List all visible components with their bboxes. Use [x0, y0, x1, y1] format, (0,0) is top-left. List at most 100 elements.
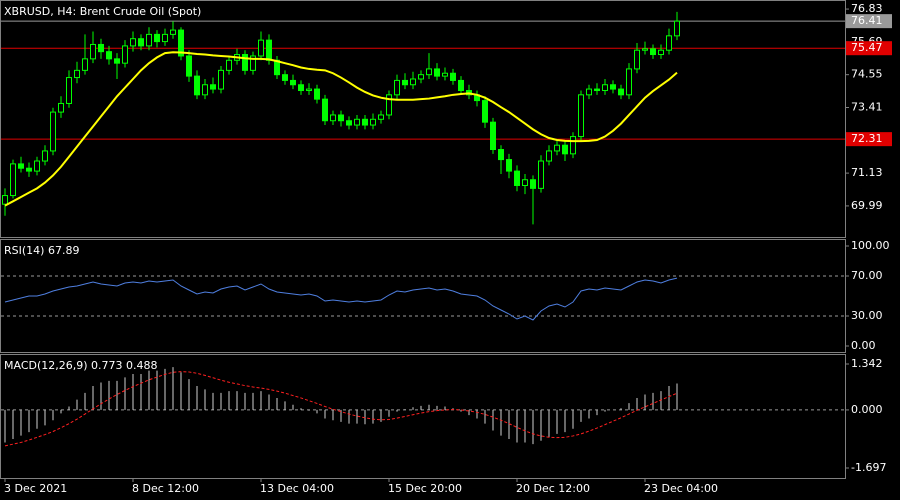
candle-body [538, 160, 544, 189]
candle-body [370, 118, 376, 126]
pane-title: MACD(12,26,9) 0.773 0.488 [4, 359, 158, 372]
candle-body [418, 74, 424, 80]
pane-border [0, 239, 846, 353]
price-label: 76.41 [851, 14, 883, 27]
candle-body [306, 88, 312, 92]
x-tick-label: 15 Dec 20:00 [388, 482, 462, 495]
candle-body [10, 163, 16, 197]
x-tick-label: 20 Dec 12:00 [516, 482, 590, 495]
y-tick-label: 71.13 [851, 166, 883, 179]
x-tick-label: 3 Dec 2021 [4, 482, 67, 495]
candle-body [106, 51, 112, 60]
candle-body [410, 78, 416, 86]
x-tick-label: 23 Dec 04:00 [644, 482, 718, 495]
price-label-bg [846, 41, 892, 56]
candle-body [442, 72, 448, 77]
candle-body [434, 68, 440, 77]
y-tick-label: 70.00 [851, 269, 883, 282]
candle-body [570, 136, 576, 155]
indicator-line [4, 277, 678, 321]
candle-body [282, 74, 288, 81]
candle-body [634, 49, 640, 70]
candle-body [114, 58, 120, 64]
candle-body [2, 195, 8, 205]
candle-body [482, 100, 488, 123]
candle-body [426, 68, 432, 76]
price-label-bg [846, 14, 892, 29]
candle-body [402, 79, 408, 86]
pane-title: XBRUSD, H4: Brent Crude Oil (Spot) [4, 5, 201, 18]
candle-body [218, 69, 224, 90]
candle-body [154, 33, 160, 43]
price-label: 75.47 [851, 41, 883, 54]
pane-title: RSI(14) 67.89 [4, 244, 79, 257]
candle-body [82, 58, 88, 71]
y-tick-label: 0.00 [851, 339, 876, 352]
candle-body [530, 179, 536, 189]
candle-body [610, 84, 616, 90]
candle-body [378, 114, 384, 120]
candle-body [170, 29, 176, 35]
pane-border [0, 354, 846, 479]
candle-body [298, 84, 304, 92]
candle-body [314, 88, 320, 100]
candle-body [458, 79, 464, 92]
y-tick-label: 76.83 [851, 2, 883, 15]
candle-body [66, 77, 72, 104]
candle-body [98, 43, 104, 53]
x-tick-label: 13 Dec 04:00 [260, 482, 334, 495]
candle-body [586, 88, 592, 96]
candle-body [674, 20, 680, 37]
candle-body [26, 167, 32, 172]
candle-body [138, 38, 144, 47]
candle-body [602, 84, 608, 92]
price-label-bg [846, 132, 892, 147]
candle-body [250, 55, 256, 71]
candle-body [178, 29, 184, 57]
candle-body [226, 59, 232, 71]
x-tick-label: 8 Dec 12:00 [132, 482, 199, 495]
candle-body [146, 33, 152, 47]
y-tick-label: -1.697 [851, 461, 886, 474]
candle-body [626, 68, 632, 96]
candle-body [242, 54, 248, 71]
candle-body [658, 49, 664, 56]
y-tick-label: 73.41 [851, 100, 883, 113]
y-tick-label: 30.00 [851, 309, 883, 322]
candle-body [618, 88, 624, 96]
candle-body [266, 39, 272, 61]
candle-body [74, 69, 80, 79]
candle-body [450, 72, 456, 81]
candle-body [386, 94, 392, 116]
y-tick-label: 100.00 [851, 239, 890, 252]
candle-body [490, 121, 496, 151]
candle-body [258, 39, 264, 57]
candle-body [666, 35, 672, 51]
candle-body [650, 48, 656, 56]
candle-body [42, 150, 48, 162]
candle-body [562, 144, 568, 155]
candle-body [122, 45, 128, 64]
candle-body [210, 84, 216, 90]
candle-body [546, 150, 552, 162]
price-label: 72.31 [851, 132, 883, 145]
candle-body [186, 55, 192, 77]
candle-body [642, 48, 648, 51]
candle-body [346, 120, 352, 126]
candle-body [34, 160, 40, 172]
candle-body [554, 144, 560, 152]
candle-body [90, 43, 96, 60]
indicator-line [4, 371, 678, 447]
candle-body [362, 118, 368, 126]
candle-body [162, 33, 168, 43]
y-tick-label: 0.000 [851, 403, 883, 416]
candle-body [514, 170, 520, 186]
candle-body [50, 111, 56, 152]
candle-body [322, 98, 328, 122]
candle-body [522, 179, 528, 186]
candle-body [58, 102, 64, 113]
moving-average [4, 51, 678, 207]
candle-body [330, 114, 336, 122]
